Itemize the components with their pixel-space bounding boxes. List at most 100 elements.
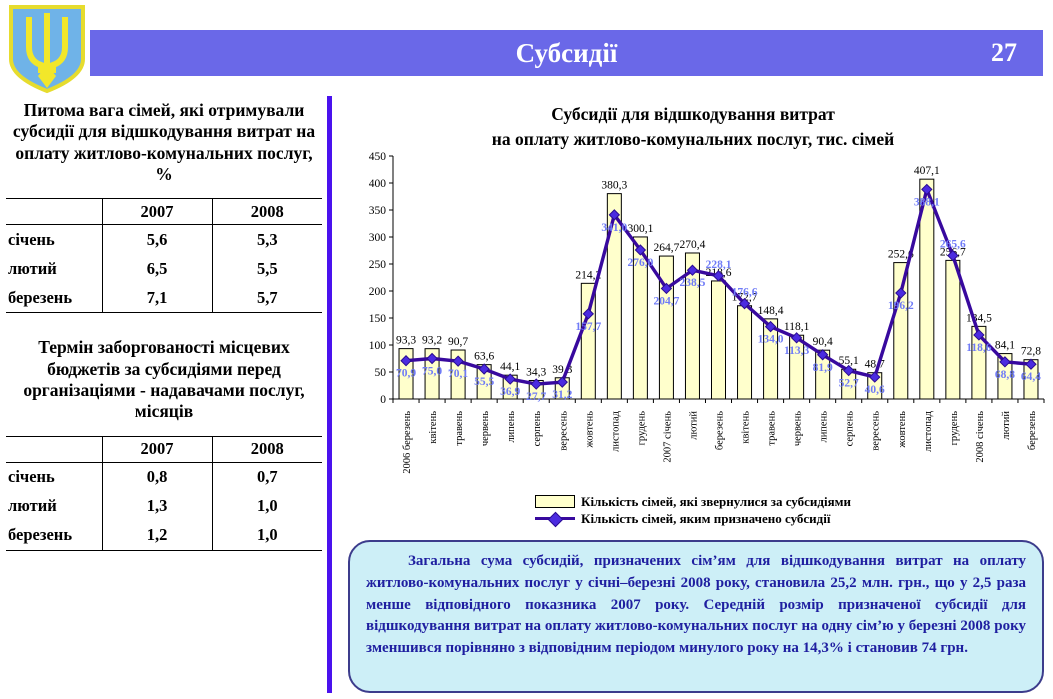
line-value-label: 55,5 xyxy=(474,376,494,388)
x-tick-label: червень xyxy=(793,411,804,446)
cell-value: 1,2 xyxy=(101,520,212,551)
row-label: січень xyxy=(8,229,55,249)
x-tick-label: червень xyxy=(480,411,491,446)
corner-cell xyxy=(6,435,102,463)
y-tick-label: 250 xyxy=(369,259,387,271)
line-value-label: 70,1 xyxy=(448,368,468,380)
bar-value-label: 48,7 xyxy=(865,359,885,371)
cell-value: 1,0 xyxy=(211,491,322,521)
diamond-marker-icon xyxy=(973,329,985,341)
bar-value-label: 90,4 xyxy=(813,336,833,348)
diamond-marker-icon xyxy=(712,270,725,282)
x-tick-label: вересень xyxy=(871,411,882,451)
bar-value-label: 270,4 xyxy=(680,239,706,251)
diamond-marker-icon xyxy=(547,511,564,528)
x-tick-label: квітень xyxy=(741,411,752,444)
diamond-marker-icon xyxy=(999,356,1011,368)
bar-value-label: 63,6 xyxy=(474,351,494,363)
x-tick-label: травень xyxy=(767,411,778,446)
x-tick-label: березень xyxy=(715,411,726,450)
cell-value: 1,0 xyxy=(211,520,322,551)
x-axis-labels: 2006 березень квітень травень червень липень… xyxy=(402,410,1038,473)
y-tick-label: 300 xyxy=(369,232,387,244)
diamond-marker-icon xyxy=(660,282,673,295)
line-value-label: 388,1 xyxy=(914,196,940,208)
bar-value-label: 300,1 xyxy=(627,223,653,235)
line-value-label: 27,7 xyxy=(526,391,546,403)
diamond-marker-icon xyxy=(504,373,516,385)
diamond-marker-icon xyxy=(556,376,568,388)
x-ticks xyxy=(392,399,1045,403)
x-tick-label: липень xyxy=(819,411,830,443)
y-tick-label: 200 xyxy=(369,286,387,298)
combo-chart: 0 50 100 150 200 250 300 350 400 450 93,3 93,2 90,7 6… xyxy=(369,151,1045,474)
bar-value-label: 93,2 xyxy=(422,335,442,347)
x-tick-label: серпень xyxy=(845,411,856,447)
y-tick-label: 400 xyxy=(369,178,387,190)
line-value-label: 52,7 xyxy=(839,378,859,390)
chart-title: Субсидії для відшкодування витрат на опл… xyxy=(336,102,1050,151)
diamond-marker-icon xyxy=(842,364,855,377)
line-value-label: 113,3 xyxy=(784,345,809,357)
x-tick-label: березень xyxy=(1027,411,1038,450)
chart-title-line2: на оплату житлово-комунальних послуг, ти… xyxy=(491,128,895,149)
line-value-label: 36,9 xyxy=(500,386,520,398)
vertical-divider xyxy=(327,96,332,693)
line-markers: 70,9 75,0 70,1 55,5 36,9 27,7 31,2 157,7 341,0 27… xyxy=(396,183,1041,403)
diamond-marker-icon xyxy=(634,244,647,256)
line-value-label: 31,2 xyxy=(552,389,572,401)
table-budget-debt: 2007 2008 січень 0,8 0,7 лютий 1,3 1,0 б… xyxy=(6,435,322,551)
row-label: лютий xyxy=(8,258,57,278)
x-tick-label: 2007 січень xyxy=(662,411,673,463)
chart-title-line1: Субсидії для відшкодування витрат xyxy=(551,104,835,124)
y-tick-label: 150 xyxy=(369,313,387,325)
header-bar: Субсидії 27 xyxy=(90,30,1043,76)
diamond-marker-icon xyxy=(816,349,829,361)
table-row: січень 5,6 5,3 xyxy=(6,224,322,255)
table-row: лютий 1,3 1,0 xyxy=(6,491,322,521)
x-tick-label: листопад xyxy=(610,410,621,451)
bar-value-label: 407,1 xyxy=(914,165,940,177)
x-tick-label: травень xyxy=(454,411,465,446)
line-value-label: 81,9 xyxy=(813,362,833,374)
diamond-marker-icon xyxy=(869,371,881,383)
bar-value-label: 134,5 xyxy=(966,312,992,324)
bar xyxy=(737,305,753,400)
table-row: березень 7,1 5,7 xyxy=(6,283,322,314)
diamond-marker-icon xyxy=(921,183,933,196)
row-label: березень xyxy=(6,283,102,314)
page-number: 27 xyxy=(991,38,1017,67)
bar-value-label: 55,1 xyxy=(839,355,859,367)
diamond-marker-icon xyxy=(790,332,803,344)
corner-cell xyxy=(6,198,102,226)
cell-value: 6,5 xyxy=(101,254,212,284)
legend-label: Кількість сімей, яким призначено субсиді… xyxy=(581,510,831,526)
x-tick-label: 2008 січень xyxy=(975,411,986,463)
line-value-label: 265,6 xyxy=(940,239,966,251)
col-2008: 2008 xyxy=(211,435,322,463)
line-value-label: 40,6 xyxy=(865,384,885,396)
legend-entry-bars: Кількість сімей, які звернулися за субси… xyxy=(535,493,851,510)
x-tick-label: лютий xyxy=(1001,411,1012,440)
line-value-label: 157,7 xyxy=(575,321,601,333)
bar-value-label: 380,3 xyxy=(601,180,627,192)
y-tick-label: 50 xyxy=(375,367,387,379)
page-title: Субсидії xyxy=(515,37,618,68)
bar xyxy=(711,280,726,400)
legend-entry-line: Кількість сімей, яким призначено субсиді… xyxy=(535,510,851,528)
x-tick-label: грудень xyxy=(636,411,647,446)
table-share-of-families: 2007 2008 січень 5,6 5,3 лютий 6,5 5,5 б… xyxy=(6,198,322,314)
diamond-marker-icon xyxy=(478,363,490,375)
chart-legend: Кількість сімей, які звернулися за субси… xyxy=(336,493,1050,530)
line-value-label: 64,4 xyxy=(1021,371,1041,383)
diamond-marker-icon xyxy=(608,209,621,221)
bars-group: 93,3 93,2 90,763,644,1 34,3 39,3214,2380,330… xyxy=(396,165,1041,400)
diamond-marker-icon xyxy=(738,297,751,310)
line-value-label: 276,0 xyxy=(627,257,653,269)
line-value-label: 68,8 xyxy=(995,369,1015,381)
line-value-label: 341,0 xyxy=(601,222,627,234)
line-series-swatch xyxy=(535,511,576,528)
diamond-marker-icon xyxy=(947,249,959,262)
cell-value: 5,7 xyxy=(211,283,322,314)
bar-value-label: 214,2 xyxy=(575,269,601,281)
